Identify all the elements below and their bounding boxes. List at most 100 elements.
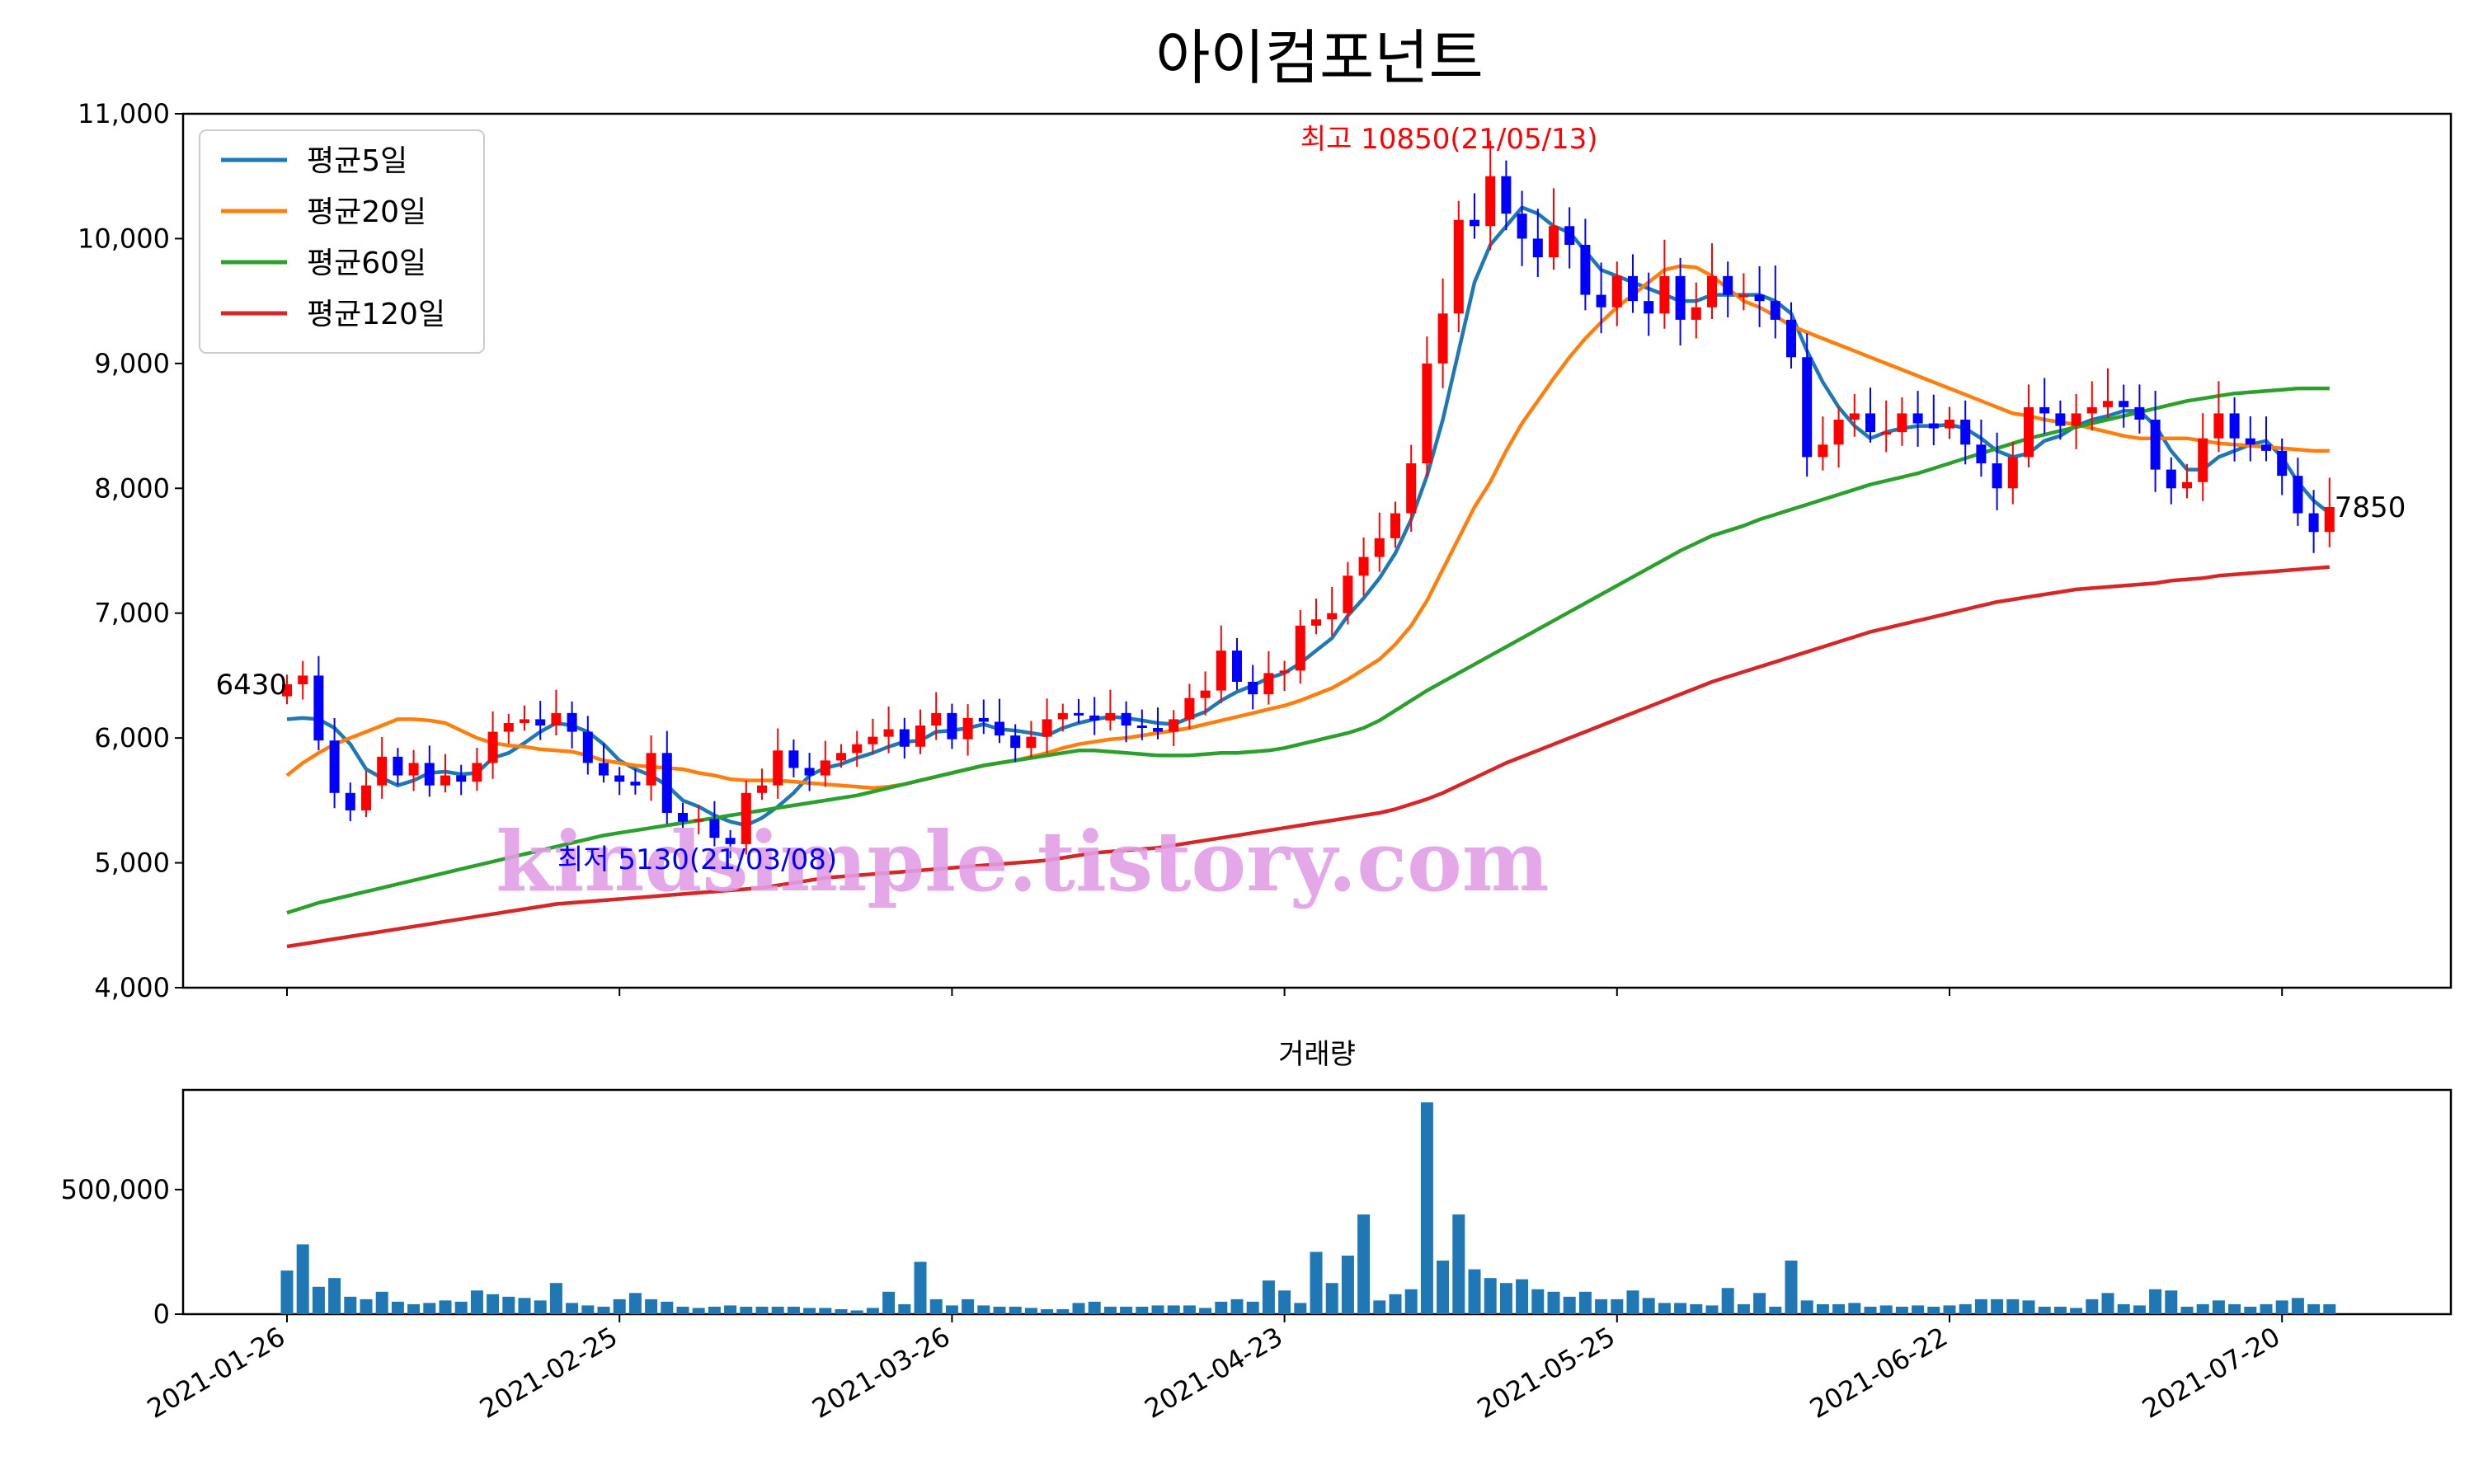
candle-body xyxy=(1184,697,1195,720)
candle-body xyxy=(2229,413,2240,439)
candle-body xyxy=(408,763,419,776)
volume-bar xyxy=(2133,1305,2146,1314)
volume-bar xyxy=(375,1291,388,1314)
candle-body xyxy=(2119,401,2129,407)
legend-label-ma5: 평균5일 xyxy=(307,144,407,178)
volume-bar xyxy=(1357,1214,1371,1314)
volume-bar xyxy=(344,1296,357,1314)
candle-body xyxy=(820,760,830,776)
volume-bar xyxy=(1041,1308,1054,1314)
volume-title: 거래량 xyxy=(1278,1038,1356,1071)
volume-bar xyxy=(835,1308,848,1314)
price-y-tick-label: 8,000 xyxy=(94,472,170,504)
volume-bar xyxy=(1690,1303,1703,1314)
candle-body xyxy=(1707,275,1717,308)
candle-body xyxy=(456,775,467,782)
candle-body xyxy=(614,775,625,782)
volume-bar xyxy=(708,1306,721,1314)
volume-y-tick-label: 0 xyxy=(153,1298,170,1330)
volume-bar xyxy=(898,1303,911,1314)
x-tick-label: 2021-05-25 xyxy=(1472,1321,1620,1425)
candle-body xyxy=(1470,219,1479,227)
candle-body xyxy=(472,763,482,782)
candle-body xyxy=(520,719,529,723)
volume-bar xyxy=(581,1305,595,1314)
ma-line-1 xyxy=(285,264,2330,790)
volume-bar xyxy=(1310,1252,1323,1314)
watermark-text: kindsimple.tistory.com xyxy=(496,813,1549,910)
volume-bar xyxy=(2006,1298,2020,1314)
candle-body xyxy=(962,717,973,740)
candle-body xyxy=(282,684,292,697)
volume-bar xyxy=(328,1278,341,1314)
volume-bar xyxy=(1151,1305,1164,1314)
volume-bar xyxy=(296,1244,309,1314)
candle-body xyxy=(1960,420,1971,445)
candle-body xyxy=(978,717,989,722)
candle-body xyxy=(1865,413,1875,433)
price-y-tick-label: 5,000 xyxy=(94,848,170,879)
x-tick-label: 2021-04-23 xyxy=(1140,1321,1288,1425)
volume-bar xyxy=(661,1301,674,1314)
candlesticks xyxy=(282,140,2335,859)
candle-body xyxy=(424,763,435,786)
volume-bar xyxy=(1167,1305,1180,1314)
candle-body xyxy=(567,712,577,732)
volume-bar xyxy=(439,1300,452,1314)
candle-body xyxy=(1485,176,1496,227)
candle-body xyxy=(646,753,656,786)
candle-body xyxy=(883,729,894,737)
candle-body xyxy=(1628,275,1638,302)
candle-body xyxy=(1089,715,1100,721)
price-y-tick-label: 7,000 xyxy=(94,598,170,629)
volume-bar xyxy=(1294,1303,1307,1314)
volume-bars xyxy=(280,1102,2336,1314)
volume-bar xyxy=(1785,1261,1798,1314)
volume-bar xyxy=(2086,1298,2099,1314)
price-y-tick-label: 4,000 xyxy=(94,972,170,1003)
volume-bar xyxy=(2228,1303,2241,1314)
volume-bar xyxy=(423,1303,436,1314)
candle-body xyxy=(899,729,910,747)
legend: 평균5일 평균20일 평균60일 평균120일 xyxy=(199,129,485,354)
candle-body xyxy=(1279,670,1290,674)
candle-body xyxy=(1849,413,1860,420)
candle-body xyxy=(1216,650,1226,691)
volume-bar xyxy=(454,1301,468,1314)
candle-body xyxy=(2245,438,2255,445)
volume-bar xyxy=(360,1298,373,1314)
candle-body xyxy=(2103,401,2113,407)
candle-body xyxy=(1074,712,1084,716)
candle-body xyxy=(2198,438,2208,482)
volume-bar xyxy=(312,1286,325,1314)
candle-body xyxy=(757,785,767,793)
volume-bar xyxy=(1325,1283,1338,1314)
moving-average-lines xyxy=(285,205,2331,949)
volume-x-axis: 2021-01-26 2021-02-25 2021-03-26 2021-04-23… xyxy=(142,1314,2285,1425)
candle-body xyxy=(1723,275,1733,295)
volume-bar xyxy=(819,1308,832,1314)
volume-bar xyxy=(2196,1303,2209,1314)
candle-body xyxy=(1105,712,1116,721)
volume-bar xyxy=(1468,1269,1481,1314)
volume-y-axis: 0 500,000 xyxy=(61,1174,183,1330)
candle-body xyxy=(1945,420,1954,429)
candle-body xyxy=(1738,294,1749,298)
candle-body xyxy=(345,792,355,810)
candle-body xyxy=(1659,275,1670,314)
candle-body xyxy=(551,712,562,726)
price-y-tick-label: 6,000 xyxy=(94,722,170,754)
candle-body xyxy=(2086,406,2097,414)
volume-bar xyxy=(1024,1308,1037,1314)
volume-bar xyxy=(597,1306,610,1314)
candle-body xyxy=(1928,423,1939,429)
ma-line-2 xyxy=(286,386,2330,915)
volume-y-tick-label: 500,000 xyxy=(61,1174,170,1205)
x-tick-label: 2021-01-26 xyxy=(142,1321,290,1425)
volume-bar xyxy=(993,1306,1006,1314)
volume-bar xyxy=(645,1298,658,1314)
candle-body xyxy=(298,675,308,685)
candle-body xyxy=(725,838,736,844)
volume-bar xyxy=(1215,1301,1228,1314)
